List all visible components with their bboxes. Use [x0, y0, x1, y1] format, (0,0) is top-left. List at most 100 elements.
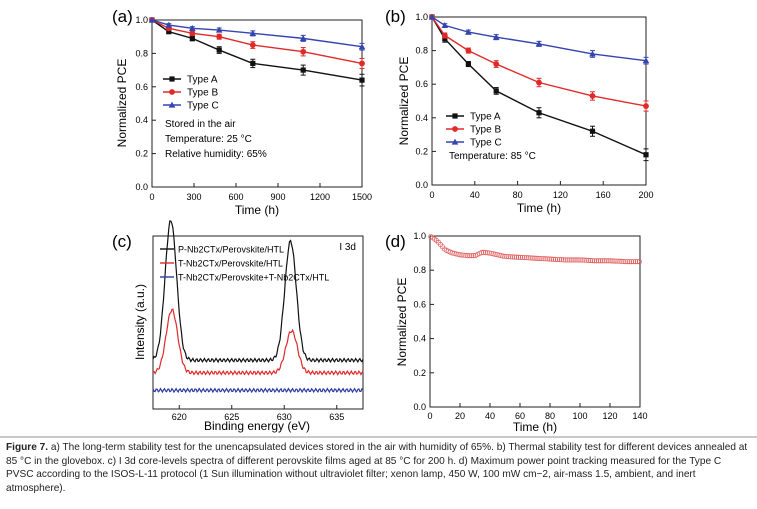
legend-label: Type B [470, 125, 501, 136]
mpp-point [551, 256, 557, 262]
mpp-point [588, 257, 594, 264]
x-tick-label: 1200 [310, 192, 330, 202]
panel-a-annotation-3: Relative humidity: 65% [165, 149, 267, 160]
data-point [359, 60, 365, 67]
mpp-point [547, 256, 553, 262]
y-tick-label: 1.0 [135, 15, 148, 25]
caption-divider [0, 436, 757, 438]
mpp-point [521, 255, 527, 261]
data-point [166, 29, 172, 35]
legend-marker [451, 138, 459, 145]
x-tick-label: 80 [545, 411, 555, 421]
data-point [249, 42, 256, 48]
y-tick-label: 0.8 [415, 46, 428, 56]
panel-a-label: (a) [112, 7, 133, 26]
mpp-point [578, 257, 584, 263]
legend-label: Type C [187, 101, 219, 112]
mpp-point [586, 257, 592, 263]
panel-a-ylabel: Normalized PCE [115, 59, 129, 148]
mpp-point [582, 257, 588, 263]
x-tick-label: 40 [485, 411, 495, 421]
data-point [299, 34, 307, 41]
x-tick-label: 625 [224, 412, 239, 422]
x-tick-label: 635 [329, 412, 344, 422]
data-point [441, 22, 449, 28]
mpp-point [593, 258, 600, 264]
panel-a: (a) Time (h) Normalized PCE 0 300 600 900 12… [112, 7, 372, 217]
mpp-point [513, 254, 520, 260]
y-tick-label: 0.8 [135, 48, 148, 58]
y-tick-label: 0.2 [415, 146, 428, 156]
mpp-point [562, 257, 568, 263]
mpp-point [529, 255, 535, 261]
mpp-point [636, 259, 642, 265]
mpp-point [625, 259, 631, 265]
mpp-point [611, 258, 617, 264]
panel-a-frame [151, 19, 363, 188]
data-point [250, 60, 256, 67]
y-tick-label: 1.0 [413, 231, 426, 241]
mpp-point [566, 257, 572, 263]
mpp-point [480, 249, 486, 255]
legend-label: Type B [187, 88, 218, 99]
data-point [189, 24, 196, 31]
panel-c-ylabel: Intensity (a.u.) [133, 284, 147, 360]
panel-a-annotation-1: Stored in the air [165, 119, 236, 130]
mpp-point [580, 257, 586, 263]
mpp-point [539, 256, 545, 262]
x-tick-label: 60 [515, 411, 525, 421]
mpp-point [500, 253, 506, 259]
series-line-2 [151, 19, 363, 48]
mpp-point [484, 250, 490, 256]
mpp-point [510, 254, 516, 260]
x-tick-label: 40 [470, 190, 480, 200]
y-tick-label: 0.2 [135, 149, 148, 159]
data-point [216, 47, 222, 53]
legend-marker [452, 126, 458, 132]
series-line-2 [431, 16, 647, 62]
mpp-point [461, 252, 467, 258]
mpp-point [630, 259, 637, 265]
mpp-point [451, 250, 457, 257]
y-tick-label: 0.6 [415, 79, 428, 89]
mpp-point [603, 258, 609, 264]
mpp-point [533, 255, 539, 261]
legend-label: Type A [187, 75, 218, 86]
y-tick-label: 0.2 [413, 368, 426, 378]
data-point [536, 110, 542, 116]
mpp-point [564, 257, 570, 263]
mpp-point [634, 259, 641, 265]
mpp-point [597, 258, 603, 264]
data-point [643, 103, 649, 109]
data-point [465, 61, 471, 67]
mpp-point [615, 258, 621, 264]
mpp-point [584, 257, 590, 263]
data-point [589, 50, 596, 57]
mpp-point [478, 250, 485, 256]
data-point [589, 128, 596, 134]
x-tick-label: 140 [632, 411, 647, 421]
data-point [216, 33, 223, 40]
y-tick-label: 0.6 [135, 82, 148, 92]
data-point [300, 67, 306, 73]
mpp-point [619, 258, 625, 265]
data-point [535, 40, 543, 47]
data-point [465, 28, 472, 35]
mpp-point [545, 256, 551, 262]
data-point [249, 29, 257, 36]
legend-label: Type A [470, 112, 501, 123]
panel-a-xlabel: Time (h) [235, 203, 279, 217]
mpp-point [517, 254, 524, 260]
data-point [359, 77, 365, 83]
panel-d-frame [429, 235, 641, 408]
panel-c-annotation-1: I 3d [339, 242, 356, 253]
mpp-point [465, 253, 471, 259]
mpp-point [607, 258, 613, 264]
mpp-point [629, 259, 635, 265]
spectrum-line-0 [152, 220, 364, 364]
figure-caption: Figure 7. a) The long-term stability tes… [6, 441, 751, 495]
legend-marker [452, 113, 458, 119]
data-point [441, 32, 448, 39]
mpp-point [527, 255, 533, 261]
mpp-point [502, 253, 508, 260]
